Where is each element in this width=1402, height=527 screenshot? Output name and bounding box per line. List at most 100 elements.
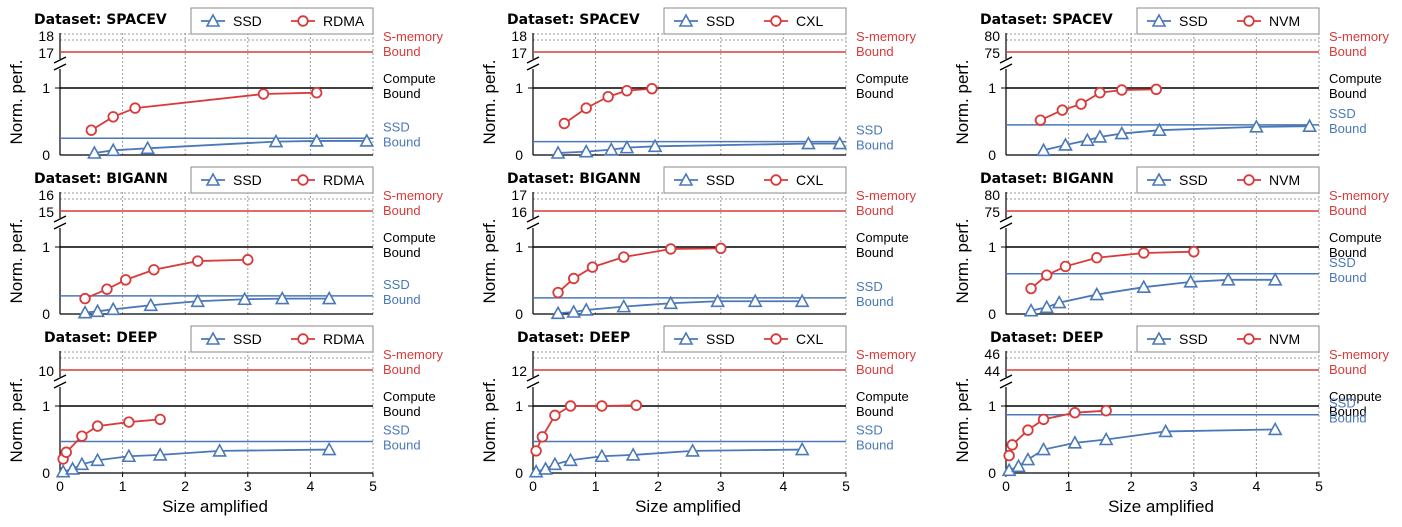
series-line-ssd	[1043, 125, 1310, 152]
ssd-bound-label: Bound	[856, 138, 894, 153]
data-point-nvm	[1037, 413, 1050, 426]
data-point-ssd	[1267, 421, 1283, 436]
data-point-ssd	[1092, 129, 1108, 143]
data-point-ssd	[105, 301, 121, 316]
data-point-rdma	[60, 446, 72, 458]
chart-title: Dataset: SPACEV	[34, 12, 167, 28]
y-tick-label: 1	[42, 398, 50, 414]
data-point-rdma	[257, 88, 270, 100]
data-point-ssd	[1020, 451, 1036, 466]
legend-marker-mem	[297, 15, 309, 27]
s-memory-bound-label: S-memory	[383, 347, 443, 362]
data-point-nvm	[1100, 404, 1112, 417]
axis-break-mark	[53, 56, 67, 64]
data-point-ssd	[550, 145, 566, 159]
data-point-ssd	[359, 133, 375, 147]
ssd-bound-label: Bound	[856, 438, 894, 453]
data-point-ssd	[794, 441, 810, 456]
compute-bound-label: Bound	[383, 404, 421, 419]
ssd-bound-label: Bound	[383, 134, 421, 149]
legend-marker-ssd	[205, 331, 221, 345]
axis-break-mark	[526, 63, 540, 71]
legend-marker-mem	[1243, 15, 1255, 27]
y-tick-label: 75	[984, 45, 1000, 61]
data-point-ssd	[309, 133, 325, 147]
legend-marker-mem	[770, 15, 782, 27]
s-memory-bound-label: Bound	[856, 362, 894, 377]
data-point-ssd	[1036, 441, 1051, 456]
data-point-rdma	[107, 111, 119, 123]
series-line-ssd	[557, 142, 840, 154]
data-point-rdma	[123, 416, 135, 428]
y-tick-label: 1	[988, 80, 996, 96]
legend-marker-ssd	[678, 172, 694, 186]
legend-label-ssd: SSD	[233, 13, 262, 29]
data-point-cxl	[596, 400, 608, 412]
legend-marker-ssd	[678, 331, 694, 345]
data-point-cxl	[618, 251, 630, 263]
legend-marker-mem	[1243, 174, 1255, 186]
data-point-ssd	[1001, 462, 1017, 477]
chart-title: Dataset: DEEP	[990, 330, 1103, 346]
axis-break-mark	[526, 215, 540, 223]
data-point-nvm	[1116, 84, 1128, 96]
data-point-ssd	[801, 135, 816, 150]
data-point-ssd	[1051, 294, 1067, 309]
compute-bound-label: Compute	[856, 71, 909, 86]
ssd-bound-label: SSD	[1329, 255, 1356, 270]
series-line-ssd	[62, 448, 330, 473]
legend-label-ssd: SSD	[706, 331, 735, 347]
y-axis-label: Norm. perf.	[7, 59, 26, 144]
y-tick-label: 0	[988, 147, 996, 163]
legend-label-ssd: SSD	[1179, 13, 1208, 29]
axis-break-mark	[526, 374, 540, 382]
data-point-ssd	[1080, 132, 1095, 147]
x-tick-label: 4	[307, 478, 315, 494]
data-point-cxl	[646, 82, 658, 95]
axis-break-mark	[526, 56, 540, 64]
s-memory-bound-label: Bound	[383, 362, 421, 377]
data-point-ssd	[1098, 431, 1114, 446]
data-point-ssd	[237, 291, 253, 306]
legend-label-mem: NVM	[1269, 172, 1300, 188]
data-point-nvm	[1138, 247, 1150, 259]
y-tick-label: 80	[984, 28, 1000, 44]
data-point-rdma	[101, 283, 113, 295]
y-tick-label: 16	[38, 187, 54, 203]
data-point-rdma	[85, 124, 98, 136]
data-point-rdma	[91, 420, 104, 432]
data-point-rdma	[79, 292, 91, 305]
data-point-cxl	[558, 117, 571, 130]
data-point-cxl	[567, 272, 580, 285]
y-tick-label: 1	[988, 398, 996, 414]
chart-title: Dataset: SPACEV	[507, 12, 640, 28]
ssd-bound-label: SSD	[1329, 396, 1356, 411]
compute-bound-label: Compute	[856, 389, 909, 404]
data-point-rdma	[148, 264, 160, 276]
series-line-ssd	[535, 448, 803, 473]
x-tick-label: 5	[1315, 478, 1323, 494]
s-memory-bound-label: S-memory	[856, 29, 916, 44]
data-point-ssd	[710, 293, 726, 308]
chart-title: Dataset: DEEP	[44, 330, 157, 346]
ssd-bound-label: SSD	[383, 423, 410, 438]
s-memory-bound-label: Bound	[1329, 203, 1367, 218]
data-point-ssd	[90, 303, 105, 318]
axis-break-mark	[53, 374, 67, 382]
s-memory-bound-label: Bound	[383, 203, 421, 218]
y-tick-label: 1	[42, 239, 50, 255]
data-point-ssd	[1302, 118, 1317, 132]
data-point-ssd	[321, 441, 337, 456]
data-point-nvm	[1059, 260, 1072, 273]
s-memory-bound-label: Bound	[856, 203, 894, 218]
ssd-bound-label: SSD	[856, 123, 883, 138]
legend-marker-ssd	[1151, 331, 1167, 345]
data-point-cxl	[602, 91, 614, 103]
s-memory-bound-label: S-memory	[1329, 347, 1389, 362]
y-tick-label: 0	[515, 465, 523, 481]
y-tick-label: 1	[515, 80, 523, 96]
data-point-ssd	[1220, 272, 1236, 286]
